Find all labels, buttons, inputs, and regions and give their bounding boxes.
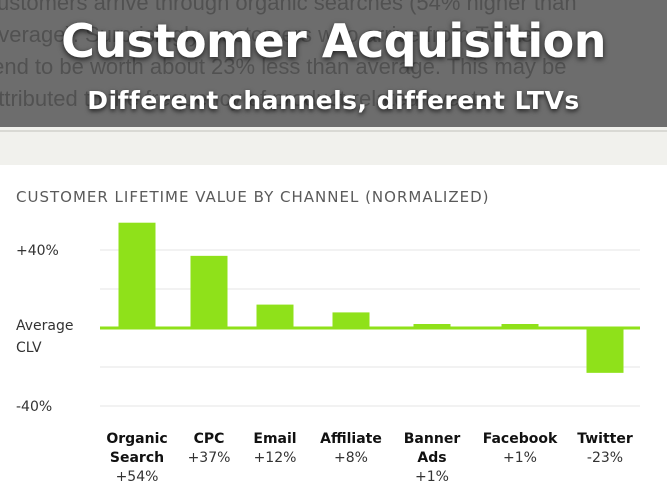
background-text: customers arrive through organic searche… <box>0 0 667 127</box>
page-subtitle: Different channels, different LTVs <box>87 86 580 115</box>
bar <box>413 324 451 328</box>
background-text-line: average). Surprisingly, customers who ar… <box>0 22 541 47</box>
y-tick-label: Average <box>16 318 74 334</box>
y-tick-label: -40% <box>16 399 52 415</box>
data-label: +12% <box>254 450 297 466</box>
page-title: Customer Acquisition <box>61 14 606 68</box>
bar <box>586 328 624 373</box>
background-text-line: tend to be worth about 23% less than ave… <box>0 54 567 79</box>
divider-band <box>0 127 667 165</box>
bar <box>256 304 294 328</box>
bar <box>190 255 228 328</box>
category-label: Search <box>110 450 164 466</box>
divider-rule <box>0 130 667 132</box>
category-label: Banner <box>404 431 461 447</box>
category-label: CPC <box>194 431 225 447</box>
category-label: Twitter <box>577 431 633 447</box>
header-banner: customers arrive through organic searche… <box>0 0 667 127</box>
y-tick-label: CLV <box>16 340 42 356</box>
category-label: Affiliate <box>320 431 382 447</box>
data-label: +37% <box>188 450 231 466</box>
category-label: Facebook <box>483 431 558 447</box>
bar <box>118 222 156 328</box>
category-label: Ads <box>417 450 446 466</box>
chart-title: CUSTOMER LIFETIME VALUE BY CHANNEL (NORM… <box>16 188 490 206</box>
data-label: +8% <box>334 450 368 466</box>
background-text-line: attributed to the frequency of product r… <box>0 86 495 111</box>
data-label: -23% <box>587 450 623 466</box>
data-label: +1% <box>415 469 449 485</box>
data-label: +54% <box>116 469 159 485</box>
category-label: Organic <box>106 431 167 447</box>
bar <box>501 324 539 328</box>
category-label: Email <box>253 431 296 447</box>
background-text-line: customers arrive through organic searche… <box>0 0 577 15</box>
data-label: +1% <box>503 450 537 466</box>
y-tick-label: +40% <box>16 243 59 259</box>
bar <box>332 312 370 328</box>
